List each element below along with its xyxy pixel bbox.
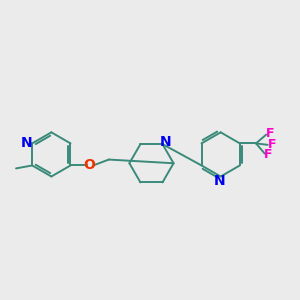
- Text: F: F: [268, 138, 276, 151]
- Text: F: F: [264, 148, 273, 161]
- Text: F: F: [266, 128, 274, 140]
- Text: N: N: [21, 136, 33, 150]
- Text: O: O: [84, 158, 96, 172]
- Text: N: N: [213, 174, 225, 188]
- Text: N: N: [160, 135, 172, 149]
